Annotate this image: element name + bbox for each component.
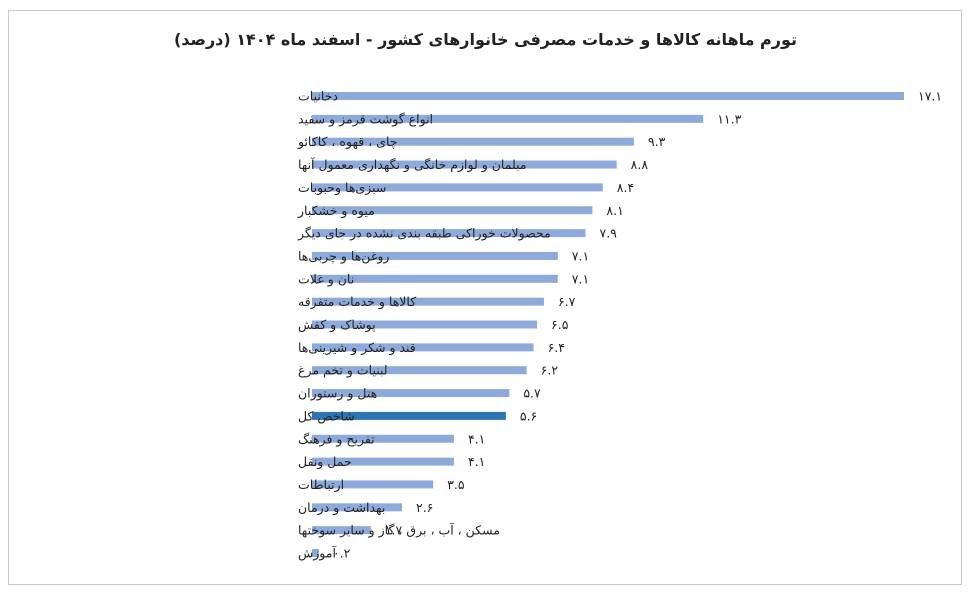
category-label-12: لبنیات و تخم مرغ bbox=[298, 363, 388, 379]
bar-3 bbox=[312, 160, 617, 169]
bar-14 bbox=[312, 411, 506, 420]
category-label-7: روغن‌ها و چربی‌ها bbox=[298, 248, 389, 264]
bar-13 bbox=[312, 389, 510, 398]
bar-1 bbox=[312, 114, 704, 123]
category-label-20: آموزش bbox=[298, 546, 336, 562]
value-label-10: ۶.۵ bbox=[551, 317, 569, 332]
bar-15 bbox=[312, 434, 454, 443]
value-label-4: ۸.۴ bbox=[617, 180, 634, 195]
bar-20 bbox=[312, 549, 319, 557]
value-label-18: ۲.۶ bbox=[416, 500, 433, 515]
category-label-4: سبزی‌ها وحبوبات bbox=[298, 180, 386, 196]
category-label-9: کالاها و خدمات متفرقه bbox=[298, 294, 416, 310]
category-label-18: بهداشت و درمان bbox=[298, 500, 385, 516]
bar-0 bbox=[312, 92, 904, 100]
category-label-2: چای ، قهوه ، کاکائو bbox=[297, 134, 397, 150]
category-label-10: پوشاک و کفش bbox=[298, 317, 376, 333]
bar-6 bbox=[312, 229, 586, 238]
bar-2 bbox=[312, 137, 634, 146]
value-label-1: ۱۱.۳ bbox=[717, 111, 741, 126]
value-label-13: ۵.۷ bbox=[523, 386, 541, 401]
bar-11 bbox=[312, 343, 534, 352]
value-label-12: ۶.۲ bbox=[541, 363, 559, 378]
bar-17 bbox=[312, 480, 434, 489]
bar-8 bbox=[312, 274, 558, 283]
category-label-8: نان و غلات bbox=[298, 271, 354, 287]
value-label-7: ۷.۱ bbox=[572, 248, 589, 263]
value-label-3: ۸.۸ bbox=[631, 157, 649, 172]
category-label-3: مبلمان و لوازم خانگی و نگهداری معمول آنه… bbox=[298, 157, 527, 173]
bar-19 bbox=[312, 526, 371, 535]
bar-10 bbox=[312, 320, 538, 329]
bar-9 bbox=[312, 297, 544, 306]
category-label-13: هتل و رستوران bbox=[298, 386, 377, 402]
bar-16 bbox=[312, 457, 454, 466]
chart-title: تورم ماهانه کالاها و خدمات مصرفی خانواره… bbox=[173, 30, 798, 49]
chart-frame bbox=[8, 10, 962, 585]
bar-18 bbox=[312, 503, 403, 512]
value-label-20: ۰.۲ bbox=[333, 546, 351, 561]
category-label-1: انواع گوشت قرمز و سفید bbox=[298, 111, 433, 127]
value-label-11: ۶.۴ bbox=[548, 340, 565, 355]
category-label-5: میوه و خشکبار bbox=[297, 203, 375, 219]
value-label-8: ۷.۱ bbox=[572, 271, 589, 286]
value-label-14: ۵.۶ bbox=[520, 408, 537, 423]
category-label-0: دخانیات bbox=[298, 89, 338, 104]
bar-4 bbox=[312, 183, 603, 192]
bar-12 bbox=[312, 366, 527, 375]
category-label-16: حمل ونقل bbox=[298, 454, 352, 470]
category-label-15: تفریح و فرهنگ bbox=[298, 431, 375, 447]
value-label-2: ۹.۳ bbox=[648, 134, 666, 149]
bar-7 bbox=[312, 251, 558, 260]
category-label-14: شاخص کل bbox=[298, 408, 355, 424]
value-label-5: ۸.۱ bbox=[606, 203, 623, 218]
category-label-11: قند و شکر و شیرینی‌ها bbox=[298, 340, 416, 356]
value-label-19: ۱.۷ bbox=[385, 523, 403, 538]
bar-5 bbox=[312, 206, 593, 215]
category-label-6: محصولات خوراکی طبقه بندی نشده در جای دیگ… bbox=[297, 226, 551, 242]
value-label-6: ۷.۹ bbox=[599, 226, 617, 241]
category-label-19: مسکن ، آب ، برق ، گاز و سایر سوختها bbox=[298, 523, 500, 539]
value-label-16: ۴.۱ bbox=[468, 454, 485, 469]
category-label-17: ارتباطات bbox=[298, 477, 344, 493]
value-label-15: ۴.۱ bbox=[468, 431, 485, 446]
value-label-9: ۶.۷ bbox=[558, 294, 576, 309]
value-label-0: ۱۷.۱ bbox=[918, 89, 942, 104]
value-label-17: ۳.۵ bbox=[447, 477, 465, 492]
